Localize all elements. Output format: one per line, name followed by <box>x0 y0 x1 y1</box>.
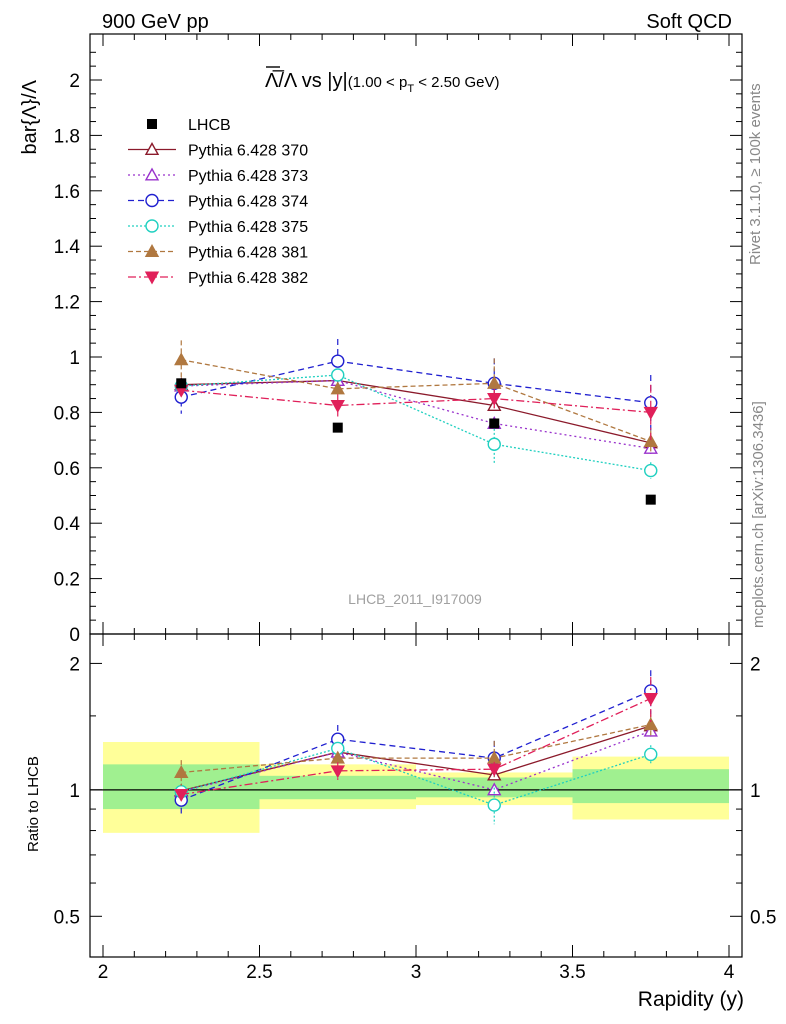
legend-label: Pythia 6.428 375 <box>188 219 308 236</box>
y-tick-label: 0 <box>69 625 80 646</box>
ratio-tick-label-right: 2 <box>750 654 761 675</box>
legend-marker <box>144 142 160 156</box>
ratio-point <box>487 798 501 812</box>
series-line <box>181 374 651 472</box>
legend-marker <box>144 167 160 181</box>
ratio-point <box>643 693 658 706</box>
legend-marker <box>145 219 159 233</box>
y-tick-label: 0.8 <box>54 403 80 424</box>
ratio-series-line <box>181 747 651 806</box>
series-point <box>487 437 501 451</box>
series-point <box>643 406 658 420</box>
ratio-series-line <box>181 697 652 796</box>
header-left: 900 GeV pp <box>102 11 209 33</box>
ratio-point <box>174 788 189 802</box>
y-tick-label: 0.2 <box>54 570 80 591</box>
ratio-series-line <box>181 730 651 793</box>
ratio-series-line <box>181 723 651 774</box>
x-tick-label: 4 <box>724 962 735 983</box>
legend-label-data: LHCB <box>188 117 231 134</box>
data-point <box>645 494 656 505</box>
series-point <box>644 463 658 478</box>
series-point <box>330 381 345 395</box>
ratio-point <box>174 765 189 778</box>
series-point <box>330 399 345 413</box>
ratio-tick-label-right: 0.5 <box>750 907 776 928</box>
x-tick-label: 3.5 <box>559 962 585 983</box>
legend-marker <box>144 244 160 257</box>
legend-label: Pythia 6.428 382 <box>188 270 308 287</box>
ratio-band-inner <box>259 775 416 800</box>
y-tick-label: 2 <box>69 71 80 92</box>
y-tick-label: 1.8 <box>54 126 80 147</box>
ratio-tick-label-right: 1 <box>750 781 761 802</box>
legend-label: Pythia 6.428 381 <box>188 245 308 262</box>
ratio-band-inner <box>572 769 729 804</box>
y-tick-label: 0.6 <box>54 459 80 480</box>
data-point <box>332 422 343 433</box>
series-point <box>174 352 189 366</box>
ratio-plot: 2 2.5 3 3.5 4 0.5 0.5 1 1 2 2 <box>54 633 776 983</box>
ratio-point <box>487 763 502 777</box>
main-plot: 0 0.2 0.4 0.6 0.8 1 1.2 1.4 1.6 1.8 2 <box>54 33 743 646</box>
series-line <box>181 360 651 404</box>
main-y-axis-label: bar{Λ}/Λ <box>19 79 41 154</box>
title-cut: (1.00 < p <box>348 74 408 91</box>
series-point <box>331 368 345 382</box>
title-cut-sub: T <box>407 83 414 95</box>
series-point <box>331 354 345 368</box>
y-tick-label: 0.4 <box>54 514 81 535</box>
ratio-point <box>330 765 345 779</box>
ratio-tick-label: 2 <box>69 654 80 675</box>
legend-label: Pythia 6.428 373 <box>188 168 308 185</box>
data-point <box>489 418 500 429</box>
ratio-point <box>644 747 658 762</box>
header-right: Soft QCD <box>646 11 732 33</box>
title-main: Λ̅/Λ vs |y| <box>265 69 348 92</box>
legend-marker <box>145 193 159 208</box>
legend-label: Pythia 6.428 370 <box>188 143 308 160</box>
ratio-point <box>643 717 658 731</box>
series-line <box>181 379 651 444</box>
ratio-tick-label: 1 <box>69 781 80 802</box>
legend-marker <box>144 271 160 285</box>
watermark: LHCB_2011_I917009 <box>348 591 482 607</box>
chart-title: Λ̅/Λ vs |y|(1.00 < pT < 2.50 GeV) <box>265 69 500 95</box>
ratio-y-axis-label: Ratio to LHCB <box>25 756 42 852</box>
series-line <box>181 379 651 450</box>
y-tick-label: 1.4 <box>54 237 81 258</box>
legend-label: Pythia 6.428 374 <box>188 194 308 211</box>
y-tick-label: 1.6 <box>54 182 80 203</box>
series-point <box>643 434 658 447</box>
rivet-label: Rivet 3.1.10, ≥ 100k events <box>747 83 764 265</box>
x-tick-label: 3 <box>411 962 422 983</box>
x-tick-label: 2 <box>98 962 109 983</box>
x-axis-label: Rapidity (y) <box>638 988 744 1011</box>
data-point <box>176 378 187 389</box>
title-cut-suffix: < 2.50 GeV) <box>414 74 499 91</box>
series-line <box>181 389 651 414</box>
y-tick-label: 1.2 <box>54 293 80 314</box>
y-tick-label: 1 <box>69 348 80 369</box>
series-line <box>181 359 651 443</box>
series-point <box>487 393 502 406</box>
legend: LHCB Pythia 6.428 370 Pythia 6.428 373 Pyth… <box>128 117 308 287</box>
x-tick-label: 2.5 <box>246 962 272 983</box>
ratio-tick-label: 0.5 <box>54 907 80 928</box>
legend-marker-data <box>147 119 157 129</box>
series-point <box>487 375 502 389</box>
mcplots-label: mcplots.cern.ch [arXiv:1306.3436] <box>750 401 767 628</box>
